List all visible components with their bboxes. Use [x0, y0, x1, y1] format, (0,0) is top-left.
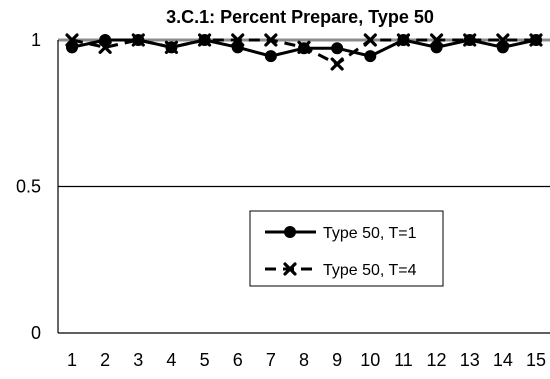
- series-layer: [65, 33, 543, 71]
- x-tick-label: 6: [233, 350, 243, 370]
- data-point-s2-4: [164, 40, 179, 54]
- x-tick-label: 13: [460, 350, 480, 370]
- x-axis-tick-labels: 1 2 3 4 5 6 7 8 9 10 11 12 13 14 15: [67, 350, 546, 370]
- data-point-s2-5: [197, 33, 212, 47]
- x-tick-label: 8: [299, 350, 309, 370]
- data-point-s1-9: [331, 42, 344, 55]
- series-2: [65, 33, 543, 71]
- data-point-s2-10: [363, 33, 377, 47]
- legend-marker: [283, 262, 297, 276]
- x-tick-label: 11: [394, 350, 413, 370]
- data-point-s2-12: [429, 33, 444, 47]
- data-point-s2-14: [496, 33, 510, 47]
- x-tick-label: 2: [100, 350, 110, 370]
- data-point-s2-11: [396, 33, 411, 47]
- data-point-s2-15: [529, 33, 543, 47]
- data-point-s2-7: [264, 33, 278, 47]
- data-point-s2-13: [463, 33, 477, 47]
- legend-item-1: Type 50, T=1: [265, 225, 417, 242]
- chart-title: 3.C.1: Percent Prepare, Type 50: [166, 7, 434, 27]
- x-tick-label: 15: [526, 350, 546, 370]
- data-point-s2-1: [65, 33, 79, 47]
- x-tick-label: 10: [360, 350, 380, 370]
- x-tick-label: 3: [133, 350, 143, 370]
- legend-items: Type 50, T=1 Type 50, T=4: [265, 225, 417, 279]
- data-point-s2-2: [98, 40, 112, 54]
- x-tick-label: 14: [493, 350, 513, 370]
- x-tick-label: 4: [166, 350, 176, 370]
- data-point-s1-7: [264, 50, 277, 63]
- data-point-s1-10: [364, 50, 377, 63]
- x-tick-label: 7: [266, 350, 276, 370]
- x-tick-label: 1: [67, 350, 77, 370]
- legend-item-2: Type 50, T=4: [265, 262, 417, 279]
- x-tick-label: 5: [200, 350, 210, 370]
- legend-marker: [284, 226, 296, 238]
- y-tick-label: 1: [31, 30, 41, 50]
- y-tick-label: 0: [31, 323, 41, 343]
- legend-box: [249, 210, 444, 287]
- legend-label: Type 50, T=4: [323, 262, 417, 279]
- data-point-s2-6: [231, 33, 245, 47]
- data-point-s2-3: [131, 33, 145, 47]
- data-point-s2-8: [297, 40, 311, 54]
- y-axis-tick-labels: 00.51: [16, 30, 41, 343]
- gridlines: [58, 38, 550, 188]
- legend: Type 50, T=1 Type 50, T=4: [249, 210, 444, 287]
- y-tick-label: 0.5: [16, 177, 41, 197]
- x-tick-label: 12: [427, 350, 447, 370]
- x-tick-label: 9: [332, 350, 342, 370]
- axes: [57, 40, 550, 334]
- data-point-s2-9: [330, 57, 344, 71]
- legend-label: Type 50, T=1: [323, 225, 417, 242]
